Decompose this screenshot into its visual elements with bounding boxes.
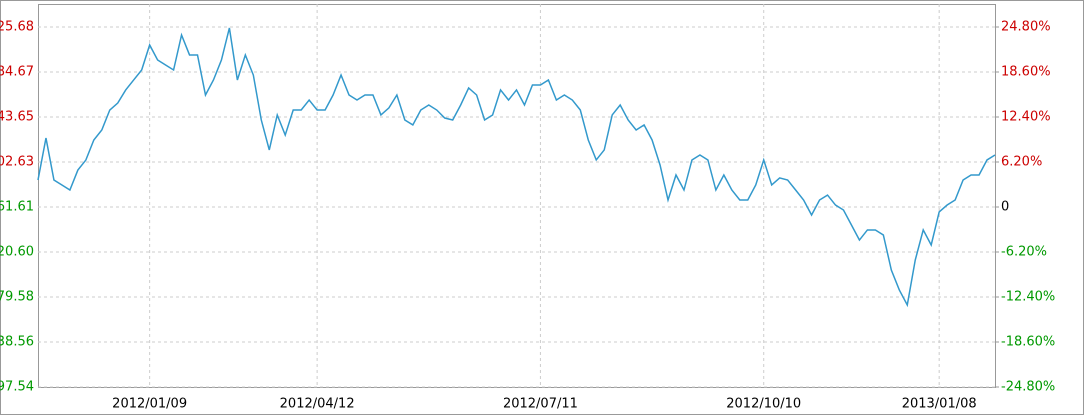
y-tick-label: 497.54 <box>0 380 34 395</box>
y2-tick-label: -6.20% <box>1001 245 1047 260</box>
x-tick-label: 2012/10/10 <box>726 397 801 412</box>
y2-tick-label: -12.40% <box>1001 290 1055 305</box>
y-tick-label: 702.63 <box>0 154 34 169</box>
y-tick-label: 825.68 <box>0 20 34 35</box>
x-tick-label: 2012/07/11 <box>503 397 578 412</box>
y2-tick-label: 18.60% <box>1001 65 1051 80</box>
y2-tick-label: 24.80% <box>1001 20 1051 35</box>
y-tick-label: 743.65 <box>0 109 34 124</box>
line <box>37 27 996 308</box>
y2-tick-label: 6.20% <box>1001 155 1042 170</box>
x-tick-label: 2013/01/08 <box>902 397 977 412</box>
y-tick-label: 784.67 <box>0 64 34 79</box>
x-tick-label: 2012/01/09 <box>112 397 187 412</box>
y-tick-label: 579.58 <box>0 289 34 304</box>
y2-tick-label: -18.60% <box>1001 335 1055 350</box>
y2-tick-label: 0 <box>1001 200 1009 215</box>
x-tick-label: 2012/04/12 <box>280 397 355 412</box>
plot-frame <box>38 4 996 388</box>
y2-tick-label: 12.40% <box>1001 110 1051 125</box>
y2-tick-label: -24.80% <box>1001 380 1055 395</box>
y-tick-label: 620.60 <box>0 244 34 259</box>
y-tick-label: 661.61 <box>0 200 34 215</box>
y-tick-label: 538.56 <box>0 334 34 349</box>
